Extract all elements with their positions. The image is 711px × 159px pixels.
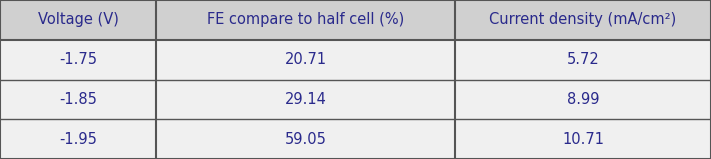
Text: Current density (mA/cm²): Current density (mA/cm²)	[489, 12, 677, 27]
Bar	[156, 80, 455, 119]
Text: 20.71: 20.71	[284, 52, 327, 67]
Text: 8.99: 8.99	[567, 92, 599, 107]
Bar	[156, 119, 455, 159]
Text: 5.72: 5.72	[567, 52, 599, 67]
Bar	[0, 40, 156, 80]
Text: -1.75: -1.75	[59, 52, 97, 67]
Text: 59.05: 59.05	[285, 132, 326, 147]
Bar	[0, 0, 156, 40]
Text: FE compare to half cell (%): FE compare to half cell (%)	[207, 12, 405, 27]
Bar	[0, 80, 156, 119]
Bar	[156, 0, 455, 40]
Text: 10.71: 10.71	[562, 132, 604, 147]
Bar	[0, 119, 156, 159]
Text: 29.14: 29.14	[285, 92, 326, 107]
Bar	[455, 119, 711, 159]
Bar	[455, 0, 711, 40]
Bar	[156, 40, 455, 80]
Text: -1.95: -1.95	[59, 132, 97, 147]
Text: -1.85: -1.85	[59, 92, 97, 107]
Text: Voltage (V): Voltage (V)	[38, 12, 119, 27]
Bar	[455, 80, 711, 119]
Bar	[455, 40, 711, 80]
